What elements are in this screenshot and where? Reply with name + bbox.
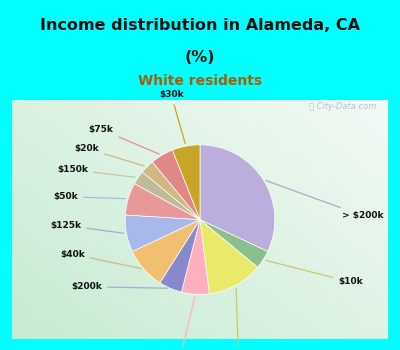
Text: Income distribution in Alameda, CA: Income distribution in Alameda, CA (40, 18, 360, 33)
Wedge shape (142, 162, 200, 220)
Text: $30k: $30k (159, 90, 185, 144)
Text: $150k: $150k (57, 165, 135, 177)
Wedge shape (125, 215, 200, 251)
Wedge shape (200, 220, 258, 294)
Text: $100k: $100k (223, 288, 254, 350)
Text: $20k: $20k (74, 144, 144, 166)
Text: $10k: $10k (266, 260, 363, 286)
Wedge shape (132, 220, 200, 283)
Wedge shape (200, 220, 268, 267)
Text: White residents: White residents (138, 74, 262, 88)
Wedge shape (181, 220, 209, 294)
Text: > $200k: > $200k (266, 181, 384, 220)
Wedge shape (134, 172, 200, 220)
Wedge shape (125, 184, 200, 220)
Text: $50k: $50k (54, 192, 125, 201)
Text: (%): (%) (185, 50, 215, 65)
Text: ⓘ City-Data.com: ⓘ City-Data.com (309, 102, 376, 111)
Text: $60k: $60k (168, 297, 195, 350)
Wedge shape (160, 220, 200, 292)
Wedge shape (172, 145, 200, 220)
Text: $125k: $125k (50, 221, 124, 233)
Text: $40k: $40k (60, 250, 141, 268)
Text: $75k: $75k (89, 125, 159, 154)
Wedge shape (200, 145, 275, 251)
Wedge shape (152, 150, 200, 220)
Text: $200k: $200k (72, 282, 168, 291)
